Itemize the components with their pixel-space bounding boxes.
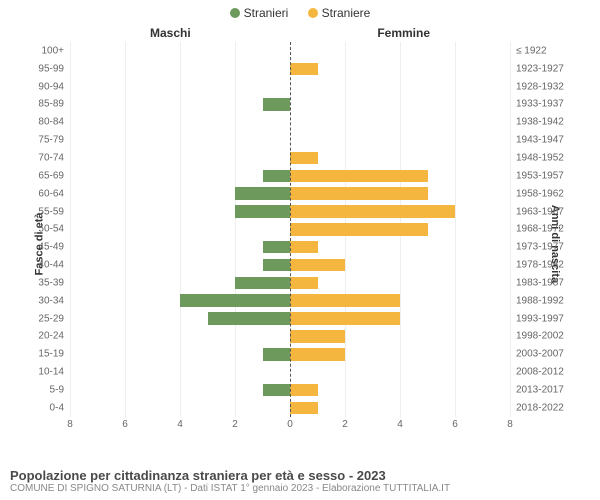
birth-year-label: 1953-1957 (516, 170, 564, 181)
legend-male-label: Stranieri (244, 6, 289, 20)
col-header-male: Maschi (150, 26, 191, 40)
x-tick: 8 (507, 419, 513, 430)
bar-male (180, 294, 290, 306)
col-header-female: Femmine (377, 26, 430, 40)
grid-line (510, 42, 511, 417)
age-label: 80-84 (4, 117, 64, 128)
bar-male (235, 205, 290, 217)
birth-year-label: 2013-2017 (516, 384, 564, 395)
bar-female (290, 223, 428, 235)
bar-male (263, 170, 291, 182)
bar-female (290, 187, 428, 199)
birth-year-label: 1943-1947 (516, 135, 564, 146)
age-label: 30-34 (4, 295, 64, 306)
birth-year-label: 1983-1987 (516, 277, 564, 288)
legend-female-label: Straniere (322, 6, 371, 20)
x-tick: 0 (287, 419, 293, 430)
birth-year-label: 1993-1997 (516, 313, 564, 324)
bar-female (290, 330, 345, 342)
bar-female (290, 63, 318, 75)
age-label: 85-89 (4, 99, 64, 110)
bar-male (263, 259, 291, 271)
age-label: 65-69 (4, 170, 64, 181)
age-label: 100+ (4, 45, 64, 56)
bar-male (263, 384, 291, 396)
age-label: 40-44 (4, 260, 64, 271)
bar-male (208, 312, 291, 324)
birth-year-label: 2018-2022 (516, 402, 564, 413)
x-tick: 6 (452, 419, 458, 430)
age-label: 10-14 (4, 367, 64, 378)
birth-year-label: 2003-2007 (516, 349, 564, 360)
bar-female (290, 170, 428, 182)
birth-year-label: 1928-1932 (516, 81, 564, 92)
x-tick: 2 (232, 419, 238, 430)
bar-female (290, 384, 318, 396)
birth-year-label: 1963-1967 (516, 206, 564, 217)
birth-year-label: 1933-1937 (516, 99, 564, 110)
birth-year-label: 1998-2002 (516, 331, 564, 342)
chart-legend: Stranieri Straniere (0, 0, 600, 21)
age-label: 95-99 (4, 63, 64, 74)
age-label: 75-79 (4, 135, 64, 146)
birth-year-label: 1978-1982 (516, 260, 564, 271)
birth-year-label: 1958-1962 (516, 188, 564, 199)
bar-male (235, 187, 290, 199)
bar-female (290, 277, 318, 289)
age-label: 90-94 (4, 81, 64, 92)
chart-plot: 100+≤ 192295-991923-192790-941928-193285… (70, 42, 510, 417)
age-label: 50-54 (4, 224, 64, 235)
bar-female (290, 294, 400, 306)
birth-year-label: ≤ 1922 (516, 45, 547, 56)
bar-female (290, 348, 345, 360)
bar-female (290, 402, 318, 414)
age-label: 60-64 (4, 188, 64, 199)
bar-female (290, 241, 318, 253)
age-label: 70-74 (4, 152, 64, 163)
bar-male (263, 348, 291, 360)
bar-female (290, 205, 455, 217)
legend-male: Stranieri (230, 6, 289, 20)
age-label: 20-24 (4, 331, 64, 342)
age-label: 0-4 (4, 402, 64, 413)
age-label: 15-19 (4, 349, 64, 360)
x-tick: 8 (67, 419, 73, 430)
center-line (290, 42, 291, 417)
x-tick: 4 (397, 419, 403, 430)
legend-female: Straniere (308, 6, 371, 20)
legend-female-swatch (308, 8, 318, 18)
birth-year-label: 1948-1952 (516, 152, 564, 163)
x-axis: 8 6 4 2 0 2 4 6 8 (70, 419, 510, 433)
birth-year-label: 1968-1972 (516, 224, 564, 235)
birth-year-label: 2008-2012 (516, 367, 564, 378)
birth-year-label: 1973-1977 (516, 242, 564, 253)
birth-year-label: 1988-1992 (516, 295, 564, 306)
age-label: 25-29 (4, 313, 64, 324)
x-tick: 2 (342, 419, 348, 430)
bar-male (263, 241, 291, 253)
bar-female (290, 152, 318, 164)
chart-area: Fasce di età Anni di nascita 100+≤ 19229… (0, 42, 600, 445)
chart-footer: Popolazione per cittadinanza straniera p… (10, 468, 590, 494)
x-tick: 4 (177, 419, 183, 430)
x-tick: 6 (122, 419, 128, 430)
bar-male (235, 277, 290, 289)
bar-female (290, 259, 345, 271)
birth-year-label: 1938-1942 (516, 117, 564, 128)
age-label: 45-49 (4, 242, 64, 253)
chart-subtitle: COMUNE DI SPIGNO SATURNIA (LT) - Dati IS… (10, 483, 590, 494)
age-label: 5-9 (4, 384, 64, 395)
age-label: 35-39 (4, 277, 64, 288)
birth-year-label: 1923-1927 (516, 63, 564, 74)
bar-female (290, 312, 400, 324)
age-label: 55-59 (4, 206, 64, 217)
bar-male (263, 98, 291, 110)
chart-title: Popolazione per cittadinanza straniera p… (10, 468, 590, 483)
legend-male-swatch (230, 8, 240, 18)
